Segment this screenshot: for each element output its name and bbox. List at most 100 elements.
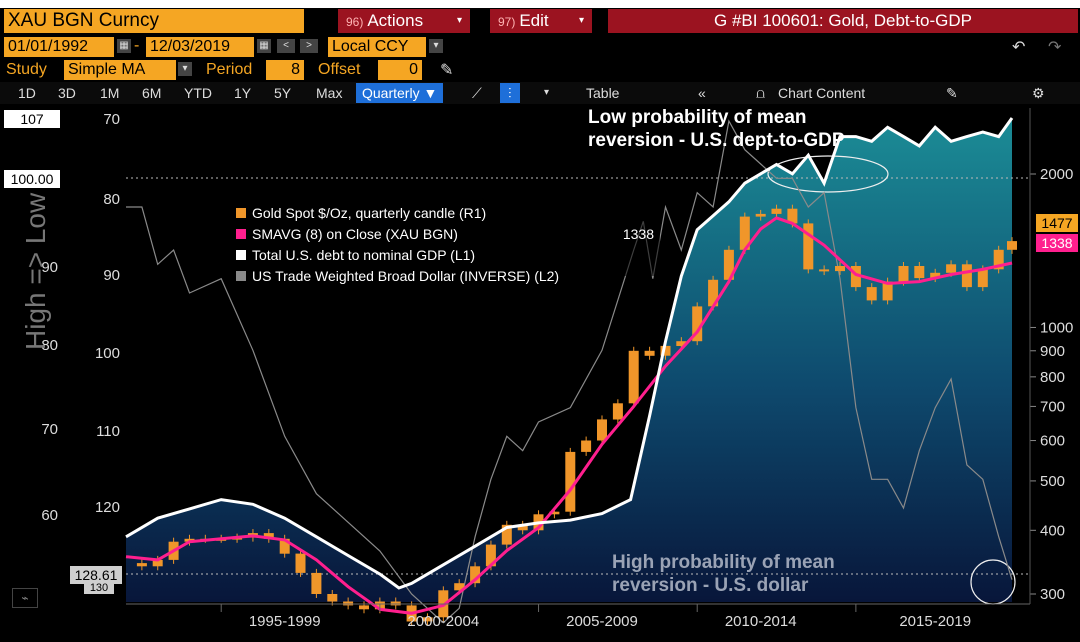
settings-gear-icon[interactable]: ⚙ <box>1032 85 1045 101</box>
x-tick-label: 2000-2004 <box>407 613 479 630</box>
candle-chart-icon[interactable]: ⫶ <box>500 83 520 103</box>
gold-candle <box>787 208 798 224</box>
next-arrow-icon[interactable]: > <box>300 39 318 53</box>
gold-candle <box>993 249 1004 270</box>
inner-left-tick-label: 70 <box>103 111 120 128</box>
timeframe-6m[interactable]: 6M <box>142 85 162 101</box>
period-label: Period <box>206 61 253 78</box>
legend-items: Gold Spot $/Oz, quarterly candle (R1) SM… <box>236 203 654 287</box>
currency-dropdown-icon[interactable]: ▾ <box>429 39 443 53</box>
gold-candle <box>692 306 703 342</box>
right-badge-sma: 1338 <box>1036 234 1078 252</box>
gold-candle <box>628 350 639 404</box>
gold-candle <box>136 563 147 567</box>
start-calendar-icon[interactable]: ▦ <box>117 39 131 53</box>
gold-candle <box>739 216 750 250</box>
actions-number: 96) <box>346 15 364 29</box>
pencil-icon[interactable]: ✎ <box>440 62 454 79</box>
inner-left-tick-label: 90 <box>103 267 120 284</box>
legend-swatch-sma <box>236 229 246 239</box>
right-tick-label: 300 <box>1040 586 1065 603</box>
gold-candle <box>549 511 560 515</box>
security-ticker-field[interactable]: XAU BGN Curncy <box>4 9 304 33</box>
period-field[interactable]: 8 <box>266 60 304 80</box>
top-strip <box>0 0 1080 8</box>
line-chart-icon[interactable]: ⟋ <box>472 85 482 101</box>
study-dropdown-icon[interactable]: ▾ <box>178 62 192 76</box>
end-calendar-icon[interactable]: ▦ <box>257 39 271 53</box>
gold-candle <box>470 566 481 584</box>
gold-candle <box>152 559 163 567</box>
actions-chevron-down-icon: ▾ <box>456 15 462 26</box>
outer-left-tick-label: 80 <box>41 337 58 354</box>
study-label: Study <box>6 61 47 78</box>
inner-left-tick-label: 120 <box>95 499 120 516</box>
gold-candle <box>644 350 655 356</box>
gold-candle <box>597 419 607 441</box>
gold-candle <box>803 223 814 270</box>
timeframe-5y[interactable]: 5Y <box>274 85 292 101</box>
gold-candle <box>612 403 623 420</box>
x-tick-label: 2005-2009 <box>566 613 638 630</box>
legend-value-sma: 1338 <box>622 226 654 242</box>
timeframe-1m[interactable]: 1M <box>100 85 120 101</box>
actions-menu-button[interactable]: 96) Actions ▾ <box>338 9 470 33</box>
previous-arrow-icon[interactable]: < <box>277 39 295 53</box>
timeframe-3d[interactable]: 3D <box>58 85 76 101</box>
timeframe-ytd[interactable]: YTD <box>184 85 212 101</box>
edit-label: Edit <box>519 11 549 30</box>
edit-chart-icon[interactable]: ✎ <box>946 85 958 101</box>
left-badge-top: 107 <box>4 110 60 128</box>
gold-candle <box>327 594 338 602</box>
gold-candle <box>343 601 354 606</box>
gold-candle <box>771 208 782 214</box>
frequency-select[interactable]: Quarterly ▼ <box>356 83 444 103</box>
edit-menu-button[interactable]: 97) Edit ▾ <box>490 9 592 33</box>
outer-left-tick-label: 90 <box>41 259 58 276</box>
right-tick-label: 700 <box>1040 398 1065 415</box>
timeframe-max[interactable]: Max <box>316 85 343 101</box>
left-badge-dollar-partial: 130 <box>84 582 114 594</box>
mini-chart-icon[interactable]: ⌁ <box>12 588 38 608</box>
gold-candle <box>263 533 274 539</box>
gold-candle <box>676 341 687 346</box>
currency-select[interactable]: Local CCY <box>328 37 426 57</box>
chart-content-button[interactable]: Chart Content <box>778 85 866 101</box>
study-select[interactable]: Simple MA <box>64 60 176 80</box>
legend-item-sma: SMAVG (8) on Close (XAU BGN) 1338 <box>236 224 654 245</box>
table-button[interactable]: Table <box>586 85 620 101</box>
gold-candle <box>755 213 766 217</box>
series-line-dollar <box>126 119 1013 624</box>
legend-label-dollar: US Trade Weighted Broad Dollar (INVERSE)… <box>252 268 560 284</box>
legend-label-sma: SMAVG (8) on Close (XAU BGN) <box>252 226 458 242</box>
gold-candle <box>485 544 496 567</box>
outer-left-tick-label: 60 <box>41 507 58 524</box>
gold-candle <box>819 269 830 272</box>
right-tick-label: 2000 <box>1040 166 1073 183</box>
edit-number: 97) <box>498 15 516 29</box>
right-tick-label: 800 <box>1040 369 1065 386</box>
gold-candle <box>565 451 576 512</box>
chart-type-dropdown-icon[interactable]: ▾ <box>544 87 550 98</box>
timeframe-1y[interactable]: 1Y <box>234 85 252 101</box>
collapse-chevrons-icon[interactable]: « <box>698 85 706 101</box>
gold-candle <box>501 524 512 545</box>
gold-candle <box>295 553 306 573</box>
gold-candle <box>946 264 957 273</box>
gold-candle <box>1007 241 1017 250</box>
start-date-field[interactable]: 01/01/1992 <box>4 37 114 57</box>
legend-label-debt: Total U.S. debt to nominal GDP (L1) <box>252 247 476 263</box>
gold-candle <box>930 272 941 279</box>
gold-candle <box>581 440 592 452</box>
offset-field[interactable]: 0 <box>378 60 422 80</box>
redo-icon[interactable]: ↷ <box>1048 39 1062 56</box>
legend-item-dollar: US Trade Weighted Broad Dollar (INVERSE)… <box>236 266 654 287</box>
end-date-field[interactable]: 12/03/2019 <box>146 37 254 57</box>
gold-candle <box>914 266 925 279</box>
legend-swatch-dollar <box>236 271 246 281</box>
undo-icon[interactable]: ↶ <box>1012 39 1026 56</box>
chart-content-icon[interactable]: ⩍ <box>756 85 766 101</box>
offset-label: Offset <box>318 61 361 78</box>
gold-candle <box>961 264 972 288</box>
timeframe-1d[interactable]: 1D <box>18 85 36 101</box>
